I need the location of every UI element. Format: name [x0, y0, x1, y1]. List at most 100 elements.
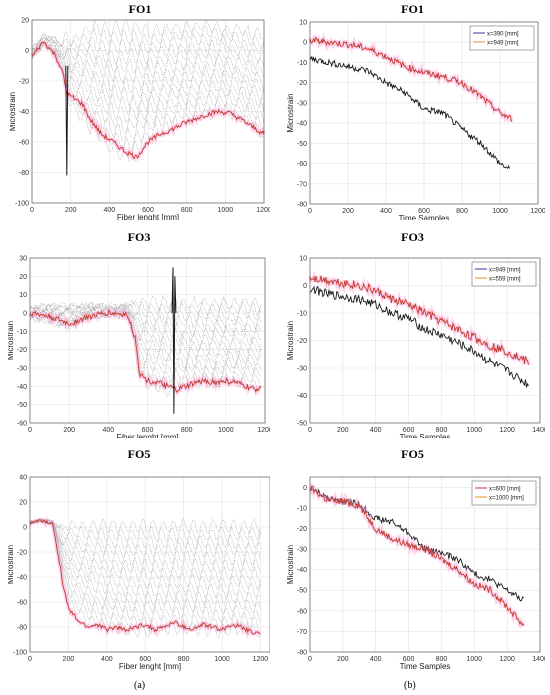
y-tick-label: -100 [15, 201, 29, 208]
x-tick-label: 0 [28, 427, 32, 434]
band-line [29, 517, 261, 551]
x-axis-label: Fiber lenght [mm] [116, 433, 178, 438]
series-line [29, 519, 261, 635]
chart-panel-3: FO3 0 200 400 600 800 1000 1200 30 20 10 0 -10 -20 -30… [8, 228, 270, 438]
caption-right: (b) [404, 680, 416, 691]
band-line [29, 314, 262, 397]
x-tick-label: 600 [142, 427, 154, 434]
axes-frame [29, 476, 270, 653]
x-tick-label: 1000 [466, 656, 482, 663]
chart-panel-5: FO5 0 200 400 600 800 1000 1200 40 20 0 -20 -40 -60 -8… [8, 445, 270, 675]
axes-frame [309, 257, 541, 424]
series-line [309, 285, 529, 388]
y-tick-label: -40 [17, 575, 27, 582]
band-line [31, 33, 265, 56]
y-tick-label: 20 [19, 274, 27, 281]
band-line [31, 43, 265, 134]
band-line [29, 519, 261, 574]
band-line [29, 519, 261, 615]
y-tick-label: -30 [17, 366, 27, 373]
band-line [31, 40, 265, 116]
y-tick-label: 10 [19, 292, 27, 299]
series-line [309, 37, 512, 122]
x-axis-label: Time Samples [400, 662, 451, 671]
chart-svg: 0 200 400 600 800 1000 1200200-20-40-60-80-100… [10, 18, 270, 221]
x-tick-label: 1200 [257, 427, 270, 434]
spike-line [65, 65, 69, 176]
series-3 [171, 267, 177, 414]
axes-frame [309, 476, 541, 653]
y-tick-label: -60 [297, 608, 307, 615]
x-tick-label: 1000 [492, 208, 508, 215]
y-tick-label: 10 [299, 256, 307, 263]
x-tick-label: 0 [308, 656, 312, 663]
y-tick-label: -20 [297, 338, 307, 345]
caption-left: (a) [134, 680, 146, 691]
x-tick-label: 800 [456, 208, 468, 215]
y-tick-label: -20 [17, 347, 27, 354]
x-axis-label: Fiber lenght [mm] [119, 662, 181, 671]
axes-frame [31, 19, 265, 204]
x-tick-label: 800 [181, 207, 193, 214]
x-tick-label: 200 [65, 207, 77, 214]
x-tick-label: 400 [370, 427, 382, 434]
x-tick-label: 1000 [214, 656, 230, 663]
legend-label: x=949 [mm] [489, 267, 521, 273]
legend-label: x=600 [mm] [489, 486, 521, 492]
series-2 [308, 270, 531, 367]
legend-label: x=949 [mm] [487, 40, 519, 46]
series-line [309, 485, 525, 627]
x-tick-label: 0 [28, 656, 32, 663]
legend: x=949 [mm] x=559 [mm] [471, 261, 537, 287]
y-tick-label: -70 [297, 181, 307, 188]
series-line [31, 41, 265, 160]
legend: x=390 [mm] x=949 [mm] [469, 25, 535, 51]
y-tick-label: 0 [25, 48, 29, 55]
series-line [309, 275, 529, 365]
x-tick-label: 800 [436, 427, 448, 434]
y-tick-label: -40 [297, 121, 307, 128]
band-line [31, 38, 265, 94]
y-tick-label: -50 [297, 588, 307, 595]
chart-title: FO5 [127, 447, 151, 461]
band-line [29, 308, 262, 357]
y-tick-label: 0 [303, 40, 307, 47]
series-1 [31, 19, 265, 163]
y-axis-label: Microstrain [286, 93, 295, 132]
band-line [29, 304, 262, 331]
chart-panel-1: FO1 0 200 400 600 800 1000 1200 20 0 -20 -40 -60 -80-… [10, 0, 270, 220]
legend-label: x=1000 [mm] [489, 495, 524, 501]
y-tick-label: -30 [297, 100, 307, 107]
band-line [29, 310, 262, 369]
x-tick-label: 600 [142, 207, 154, 214]
x-tick-label: 200 [63, 656, 75, 663]
x-tick-label: 1000 [218, 427, 234, 434]
y-tick-label: -10 [17, 329, 27, 336]
band-line [31, 37, 265, 85]
band-line [29, 306, 262, 344]
band-line [31, 43, 265, 154]
x-tick-label: 1000 [218, 207, 234, 214]
y-tick-label: -50 [297, 421, 307, 428]
x-tick-label: 400 [103, 207, 115, 214]
band-line [29, 519, 261, 639]
x-tick-label: 1200 [256, 207, 270, 214]
band-line [29, 518, 261, 567]
x-tick-label: 200 [337, 656, 349, 663]
band-line [30, 517, 261, 591]
x-tick-label: 400 [101, 656, 113, 663]
x-tick-label: 600 [139, 656, 151, 663]
y-tick-label: 0 [303, 485, 307, 492]
y-tick-label: -60 [17, 421, 27, 428]
y-tick-label: -60 [297, 161, 307, 168]
band-line [31, 41, 265, 107]
x-tick-label: 0 [30, 207, 34, 214]
series-1 [29, 517, 261, 639]
x-tick-label: 600 [403, 427, 415, 434]
x-tick-label: 600 [418, 208, 430, 215]
legend-label: x=390 [mm] [487, 31, 519, 37]
